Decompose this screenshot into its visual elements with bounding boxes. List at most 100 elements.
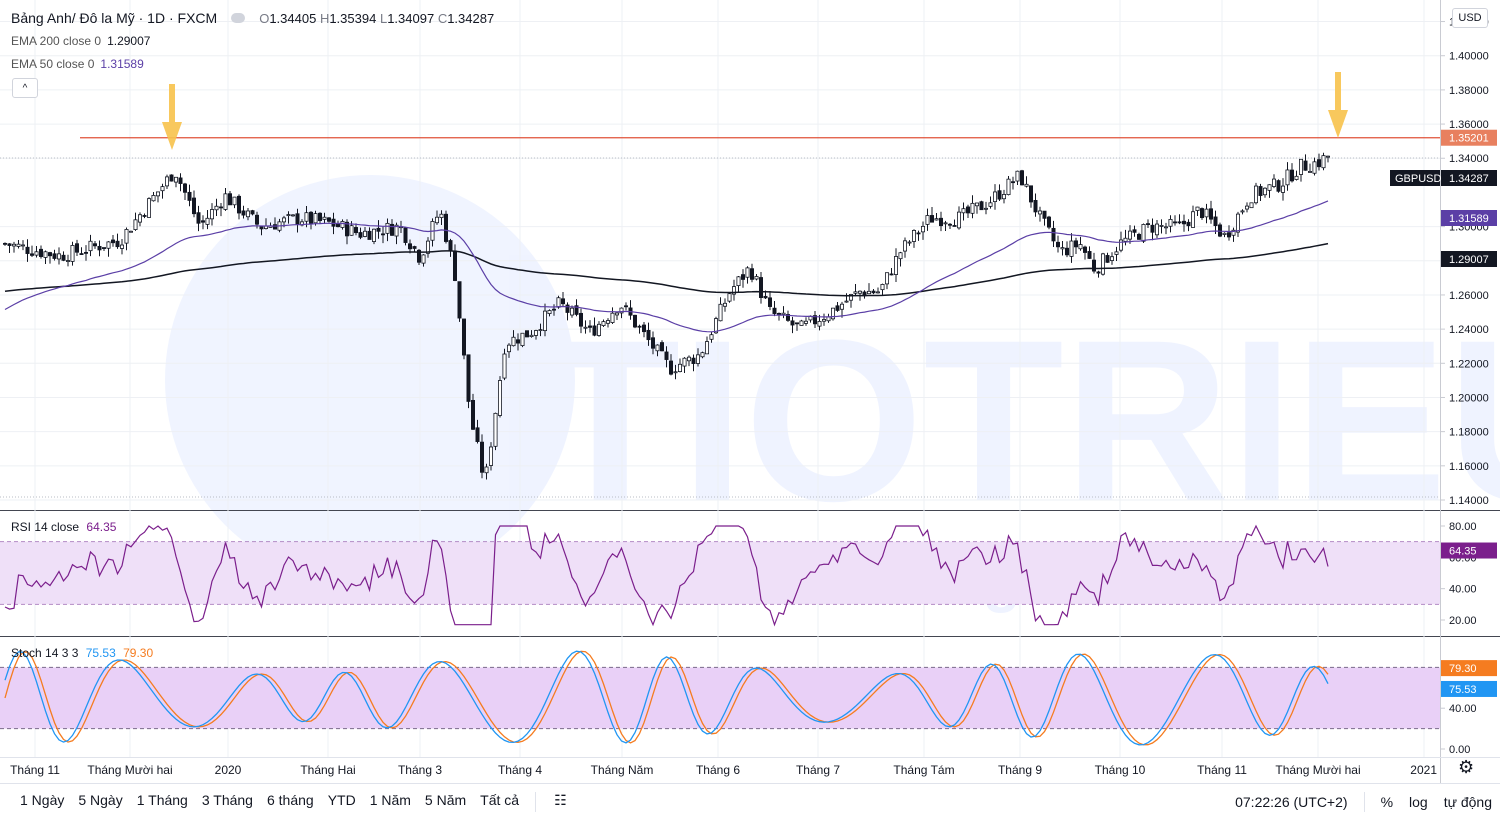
range-1d-button[interactable]: 1 Ngày [20,792,65,808]
candle [1209,200,1214,224]
candle [754,273,759,281]
time-tick-label: Tháng 4 [498,763,542,777]
candle-body [876,291,881,294]
candle-body [1240,210,1245,213]
candle-body [146,198,151,218]
candle-body [1101,253,1106,275]
candle-body [102,247,107,249]
candle [718,297,723,322]
candle [673,364,678,380]
candle-body [664,351,669,360]
range-5d-button[interactable]: 5 Ngày [78,792,123,808]
price-tick-label: 1.14000 [1449,495,1489,507]
candle [804,317,809,326]
candle-body [452,250,457,281]
clock-time[interactable]: 07:22:26 (UTC+2) [1235,794,1348,810]
candle-body [583,326,588,329]
candle-body [434,216,439,224]
candle-body [16,243,21,247]
candle-body [1150,224,1155,233]
candle [1110,252,1115,265]
candle-body [425,240,430,254]
candle [534,329,539,340]
candle [1060,241,1065,256]
candle-body [1249,202,1254,209]
candle [1299,158,1304,182]
candles [3,152,1331,480]
range-ytd-button[interactable]: YTD [327,792,356,808]
time-tick-label: 2020 [215,763,242,777]
candle-body [326,217,331,222]
auto-scale-button[interactable]: tự động [1443,794,1492,810]
collapse-legend-button[interactable]: ^ [12,78,38,98]
candle [1024,176,1029,188]
range-1y-button[interactable]: 1 Năm [369,792,411,808]
candle [583,320,588,334]
range-6m-button[interactable]: 6 tháng [266,792,314,808]
candle [340,219,345,230]
range-all-button[interactable]: Tất cả [480,792,520,808]
candle [1087,246,1092,260]
time-tick-label: 2021 [1410,763,1437,777]
range-3m-button[interactable]: 3 Tháng [201,792,253,808]
candle-body [525,330,530,338]
candle-body [736,276,741,287]
candle-body [403,227,408,243]
candle-body [70,245,75,262]
candle [700,351,705,359]
candle [633,314,638,329]
candle [1137,232,1142,240]
percent-scale-button[interactable]: % [1380,794,1394,810]
range-5y-button[interactable]: 5 Năm [424,792,467,808]
currency-button[interactable]: USD [1452,8,1488,28]
candle-body [187,191,192,201]
candle [736,275,741,292]
candle-body [493,412,498,447]
candle-body [1024,183,1029,187]
candle-body [718,303,723,322]
candle [7,243,12,254]
candle [362,227,367,238]
candle [552,304,557,316]
candle [966,204,971,218]
candle [678,358,683,373]
ema50-value: 1.31589 [100,57,144,71]
candle [466,354,471,409]
settings-gear-icon[interactable]: ⚙ [1458,757,1475,777]
candle-body [484,466,489,474]
candle-body [1204,208,1209,218]
candle [407,239,412,254]
candle [772,301,777,317]
candle-body [646,329,651,341]
stoch-tick-label: 40.00 [1449,703,1477,715]
candle-body [304,212,309,222]
candle [1065,241,1070,258]
candle [1227,225,1232,241]
candle-body [727,293,732,302]
candle-body [475,427,480,442]
ema200-line [4,242,1329,297]
date-range-calendar-icon[interactable]: ☷ [554,792,567,808]
candle-body [1195,206,1200,211]
candle-body [907,241,912,244]
candle [461,318,466,360]
candle [624,302,629,311]
candle-body [588,325,593,328]
candle [1222,232,1227,238]
candle-body [394,224,399,237]
rsi-value: 64.35 [86,520,117,534]
candle-body [934,218,939,221]
chart-canvas[interactable]: TIOTRIEUlet's learn togetherTháng 11Thán… [0,0,1500,783]
log-scale-button[interactable]: log [1409,794,1428,810]
ohlc-readout: O1.34405 H1.35394 L1.34097 C1.34287 [259,10,495,26]
candle [412,245,417,252]
candle [786,310,791,322]
visibility-toggle-icon[interactable] [231,13,246,23]
candle [1047,215,1052,230]
candle [443,210,448,244]
candle [687,355,692,367]
candle [592,317,597,337]
resistance-price-badge-bg [1441,129,1497,146]
candle [853,284,858,297]
range-1m-button[interactable]: 1 Tháng [136,792,188,808]
